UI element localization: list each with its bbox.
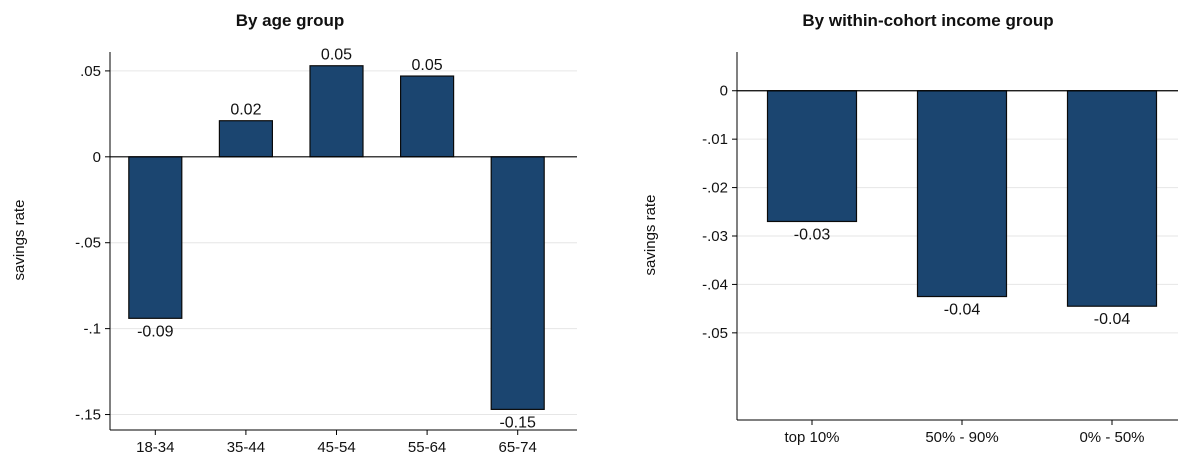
chart-by-age-group: By age group savings rate .05 0 -.05 -.1 -.1… bbox=[11, 11, 577, 456]
x-tick-label: top 10% bbox=[784, 429, 839, 446]
x-tick-label: 55-64 bbox=[408, 439, 446, 456]
chart-by-income-group: By within-cohort income group savings ra… bbox=[642, 11, 1178, 446]
bar-0-50- bbox=[1066, 90, 1158, 307]
y-tick-label: -.02 bbox=[702, 180, 728, 197]
bar-top-10- bbox=[766, 90, 858, 223]
y-tick-label: -.01 bbox=[702, 131, 728, 148]
bar-18-34 bbox=[128, 156, 183, 319]
x-tick-label: 18-34 bbox=[136, 439, 174, 456]
y-tick-label: -.03 bbox=[702, 228, 728, 245]
data-label: -0.03 bbox=[794, 226, 831, 243]
x-tick-label: 45-54 bbox=[317, 439, 355, 456]
x-tick-label: 50% - 90% bbox=[925, 429, 998, 446]
x-tick-label: 35-44 bbox=[227, 439, 265, 456]
bar-50-90- bbox=[916, 90, 1008, 298]
y-tick-label: .05 bbox=[80, 63, 101, 80]
chart-title: By age group bbox=[236, 11, 345, 30]
bar-55-64 bbox=[400, 75, 455, 158]
y-tick-label: 0 bbox=[720, 83, 728, 100]
data-label: -0.15 bbox=[499, 414, 536, 431]
y-tick-label: -.05 bbox=[75, 235, 101, 252]
y-tick-label: -.04 bbox=[702, 276, 728, 293]
bar-35-44 bbox=[218, 120, 273, 158]
x-tick-label: 65-74 bbox=[499, 439, 537, 456]
y-tick-label: 0 bbox=[93, 149, 101, 166]
bar-45-54 bbox=[309, 65, 364, 158]
data-label: 0.05 bbox=[412, 57, 443, 74]
data-label: 0.02 bbox=[230, 102, 261, 119]
y-tick-label: -.15 bbox=[75, 407, 101, 424]
y-tick-label: -.1 bbox=[83, 321, 101, 338]
x-tick-label: 0% - 50% bbox=[1079, 429, 1144, 446]
bar-65-74 bbox=[490, 156, 545, 410]
data-label: -0.04 bbox=[944, 302, 981, 319]
chart-title: By within-cohort income group bbox=[802, 11, 1053, 30]
data-label: 0.05 bbox=[321, 47, 352, 64]
y-axis-label: savings rate bbox=[11, 200, 28, 281]
data-label: -0.04 bbox=[1094, 311, 1131, 328]
y-tick-label: -.05 bbox=[702, 325, 728, 342]
y-axis-label: savings rate bbox=[642, 195, 659, 276]
data-label: -0.09 bbox=[137, 323, 174, 340]
